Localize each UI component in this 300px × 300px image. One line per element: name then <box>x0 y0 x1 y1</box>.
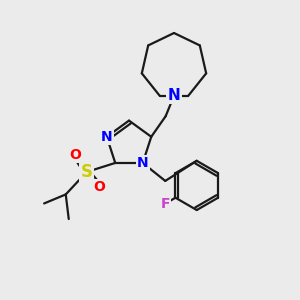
Text: S: S <box>81 163 93 181</box>
Text: O: O <box>93 180 105 194</box>
Text: O: O <box>69 148 81 161</box>
Text: N: N <box>137 156 148 170</box>
Text: F: F <box>160 197 170 211</box>
Text: N: N <box>168 88 180 103</box>
Text: N: N <box>101 130 112 144</box>
